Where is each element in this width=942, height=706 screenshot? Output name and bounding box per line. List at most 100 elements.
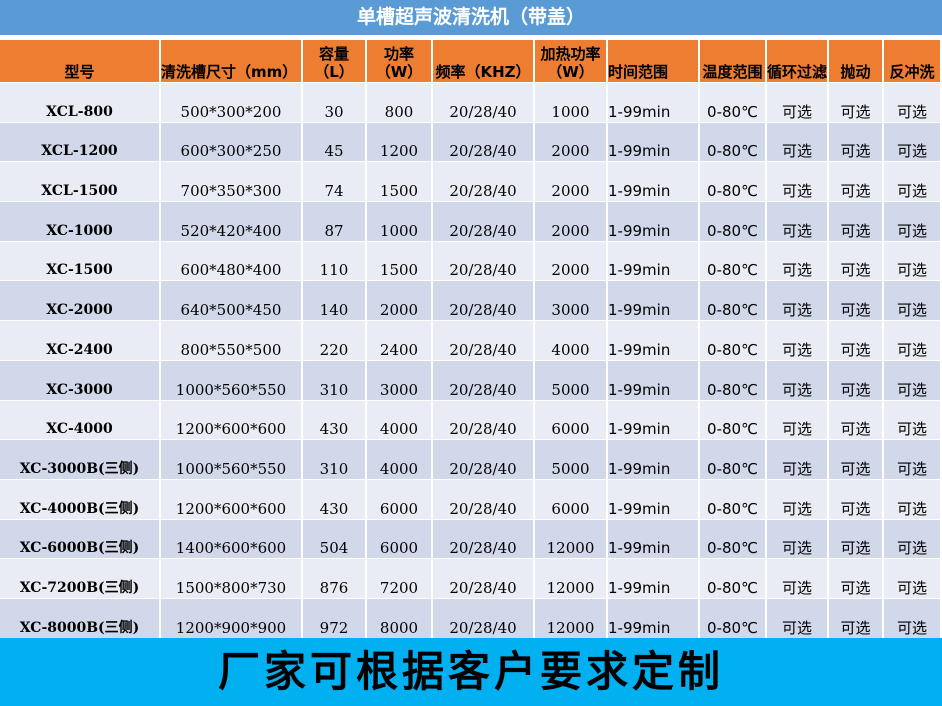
column-header: 抛动	[829, 40, 884, 82]
table-cell: 0-80℃	[700, 321, 767, 360]
table-cell: 876	[303, 559, 367, 598]
table-cell: 7200	[367, 559, 433, 598]
table-cell: 504	[303, 519, 367, 559]
table-cell: 可选	[767, 241, 829, 281]
table-row: XC-8000B(三侧) 1200*900*900 972 8000 20/28/40 1…	[0, 597, 942, 638]
table-cell: XCL-1200	[0, 122, 161, 162]
table-row: XCL-1500 700*350*300 74 1500 20/28/40 2000 1-9…	[0, 161, 942, 202]
table-cell: 可选	[829, 479, 884, 519]
table-cell: 3000	[535, 281, 608, 321]
table-cell: 1500	[367, 241, 433, 281]
table-cell: 20/28/40	[433, 440, 535, 479]
table-cell: 6000	[535, 400, 608, 440]
table-cell: 2000	[535, 241, 608, 281]
table-cell: 2000	[535, 122, 608, 162]
table-cell: 0-80℃	[700, 598, 767, 638]
table-cell: 0-80℃	[700, 559, 767, 598]
table-cell: 110	[303, 241, 367, 281]
table-cell: 可选	[829, 400, 884, 440]
table-cell: 2400	[367, 321, 433, 360]
table-cell: 6000	[367, 519, 433, 559]
table-row: XC-6000B(三侧) 1400*600*600 504 6000 20/28/40 1…	[0, 518, 942, 559]
table-cell: 45	[303, 122, 367, 162]
table-cell: 1500	[367, 162, 433, 202]
table-cell: 可选	[829, 559, 884, 598]
table-cell: 1500*800*730	[161, 559, 303, 598]
table-cell: 可选	[884, 559, 942, 598]
table-cell: 2000	[535, 162, 608, 202]
table-cell: 20/28/40	[433, 598, 535, 638]
table-cell: 20/28/40	[433, 479, 535, 519]
table-cell: 600*300*250	[161, 122, 303, 162]
table-cell: XC-2000	[0, 281, 161, 321]
table-cell: 可选	[884, 479, 942, 519]
table-row: XC-3000B(三侧) 1000*560*550 310 4000 20/28/40 5…	[0, 439, 942, 479]
table-cell: 1-99min	[608, 440, 700, 479]
table-cell: 0-80℃	[700, 202, 767, 241]
table-cell: 可选	[767, 281, 829, 321]
table-cell: XC-4000B(三侧)	[0, 479, 161, 519]
table-cell: 4000	[535, 321, 608, 360]
table-cell: 可选	[767, 400, 829, 440]
table-cell: 2000	[367, 281, 433, 321]
table-cell: 0-80℃	[700, 440, 767, 479]
table-cell: 1000*560*550	[161, 440, 303, 479]
table-cell: 1400*600*600	[161, 519, 303, 559]
table-row: XC-2400 800*550*500 220 2400 20/28/40 4000 1-9…	[0, 320, 942, 360]
table-cell: 6000	[367, 479, 433, 519]
column-header: 型号	[0, 40, 161, 82]
table-cell: 可选	[767, 321, 829, 360]
table-cell: 可选	[829, 83, 884, 122]
table-cell: 0-80℃	[700, 360, 767, 400]
table-cell: 可选	[767, 202, 829, 241]
table-cell: 可选	[829, 122, 884, 162]
table-cell: 310	[303, 440, 367, 479]
table-cell: 可选	[767, 162, 829, 202]
table-cell: XC-4000	[0, 400, 161, 440]
table-cell: 可选	[767, 479, 829, 519]
table-cell: 20/28/40	[433, 281, 535, 321]
table-row: XC-1000 520*420*400 87 1000 20/28/40 2000 1-99…	[0, 201, 942, 241]
column-header: 容量（L）	[303, 40, 367, 82]
table-cell: 220	[303, 321, 367, 360]
table-cell: 12000	[535, 559, 608, 598]
table-cell: 可选	[884, 162, 942, 202]
table-cell: 可选	[829, 519, 884, 559]
table-cell: XC-7200B(三侧)	[0, 559, 161, 598]
table-cell: 0-80℃	[700, 122, 767, 162]
table-row: XC-3000 1000*560*550 310 3000 20/28/40 5000 1-…	[0, 359, 942, 400]
table-cell: 520*420*400	[161, 202, 303, 241]
table-cell: 1-99min	[608, 162, 700, 202]
table-cell: 20/28/40	[433, 202, 535, 241]
table-cell: 1-99min	[608, 400, 700, 440]
table-cell: XC-8000B(三侧)	[0, 598, 161, 638]
table-cell: 87	[303, 202, 367, 241]
table-cell: 1-99min	[608, 559, 700, 598]
table-cell: 1200*900*900	[161, 598, 303, 638]
table-cell: 可选	[884, 440, 942, 479]
table-cell: 20/28/40	[433, 559, 535, 598]
column-header: 清洗槽尺寸（mm）	[161, 40, 303, 82]
column-header: 加热功率（W）	[535, 40, 608, 82]
table-cell: 1000*560*550	[161, 360, 303, 400]
table-cell: 可选	[767, 122, 829, 162]
table-cell: 30	[303, 83, 367, 122]
table-cell: 310	[303, 360, 367, 400]
column-header: 功率（W）	[367, 40, 433, 82]
table-cell: 可选	[884, 519, 942, 559]
table-cell: 430	[303, 479, 367, 519]
column-header: 温度范围	[700, 40, 767, 82]
table-cell: 1200*600*600	[161, 400, 303, 440]
table-cell: 0-80℃	[700, 519, 767, 559]
table-row: XC-4000B(三侧) 1200*600*600 430 6000 20/28/40 6…	[0, 478, 942, 519]
table-cell: 可选	[767, 519, 829, 559]
table-cell: 可选	[767, 440, 829, 479]
table-title: 单槽超声波清洗机（带盖）	[0, 0, 942, 35]
table-cell: XC-6000B(三侧)	[0, 519, 161, 559]
table-cell: 可选	[884, 241, 942, 281]
table-cell: 2000	[535, 202, 608, 241]
table-cell: 700*350*300	[161, 162, 303, 202]
table-cell: 可选	[829, 241, 884, 281]
table-cell: 1000	[535, 83, 608, 122]
column-header: 循环过滤	[767, 40, 829, 82]
